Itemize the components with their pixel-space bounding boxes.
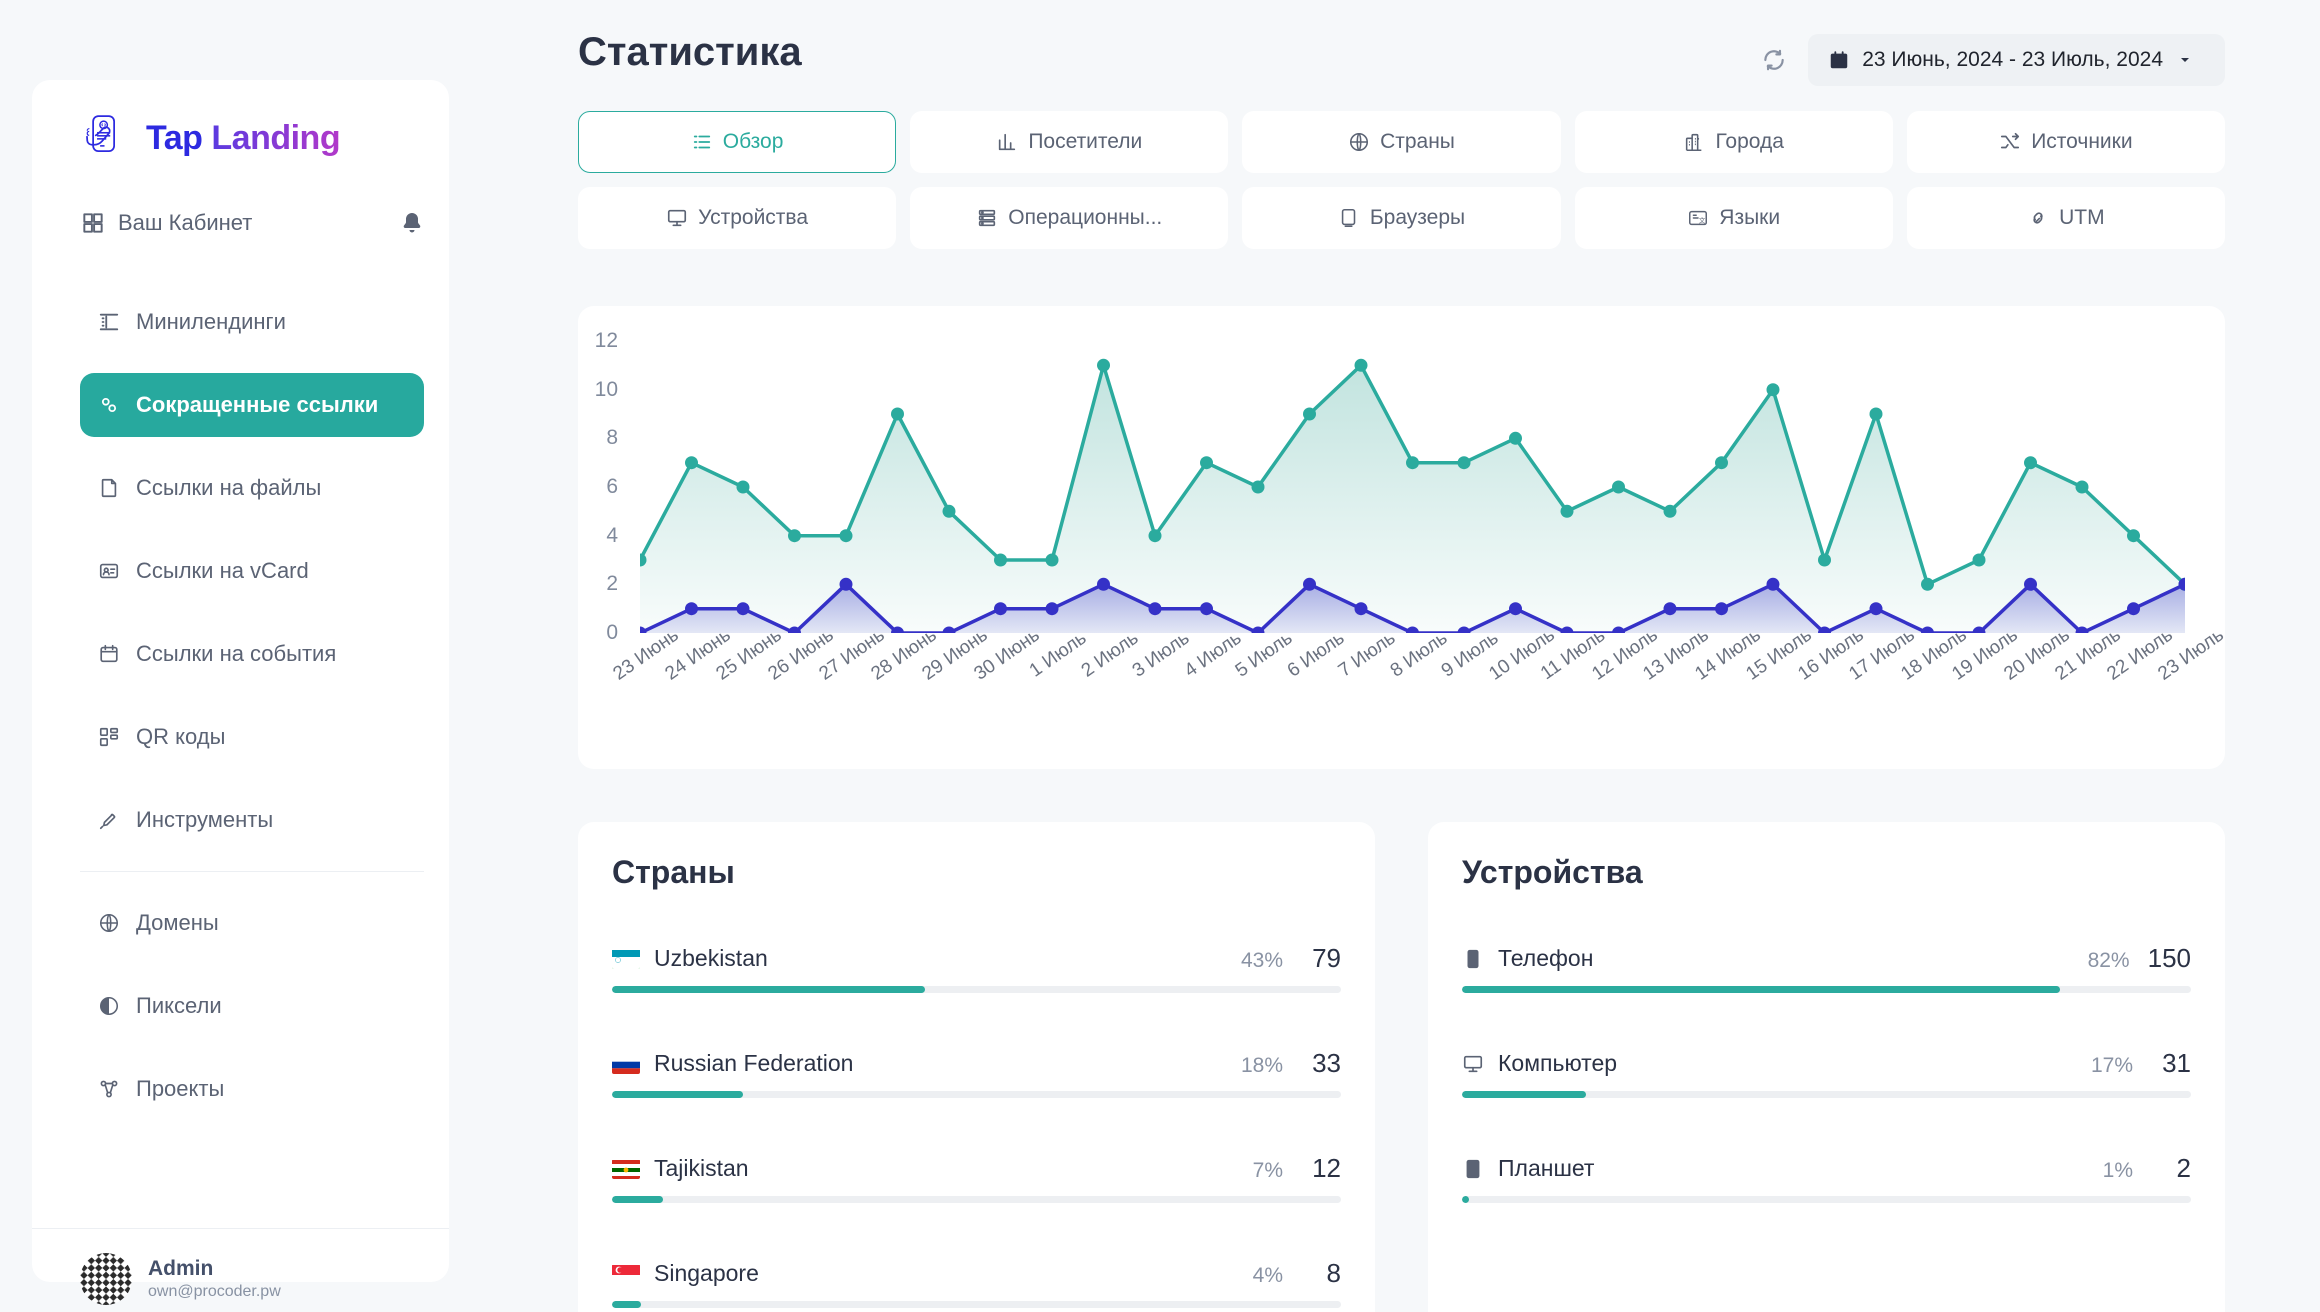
svg-text:文: 文 — [1699, 216, 1706, 225]
